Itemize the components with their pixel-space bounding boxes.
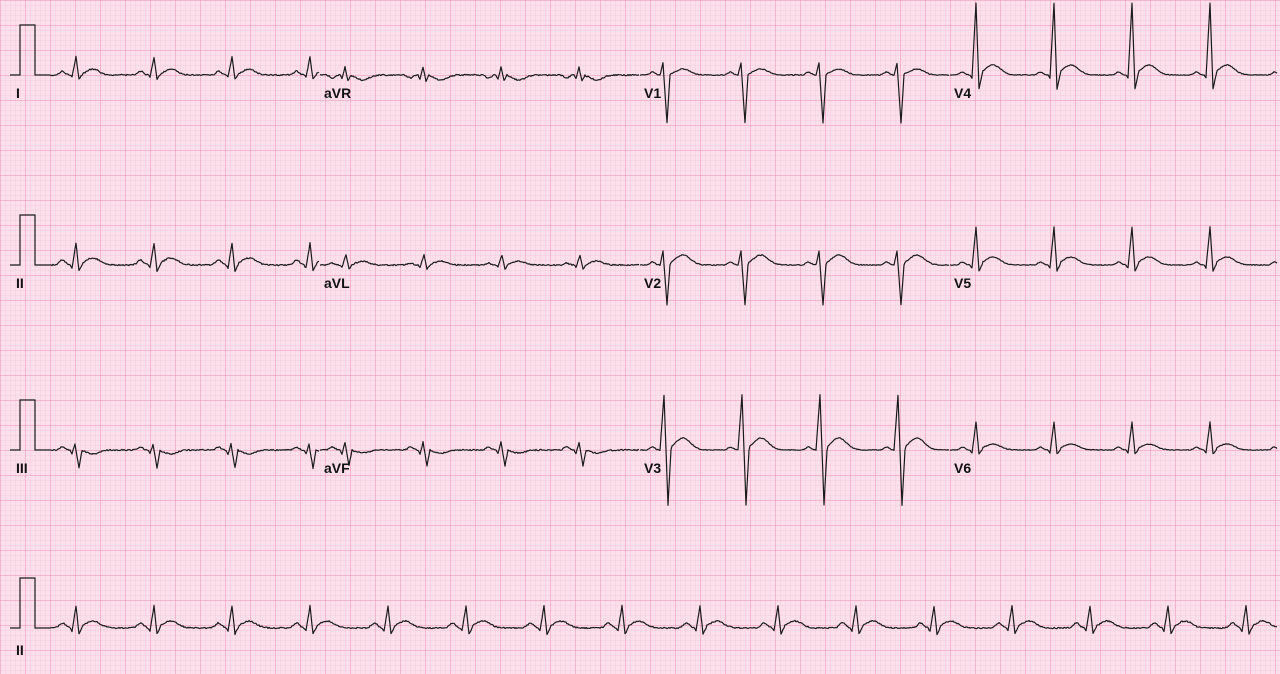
ecg-svg: IaVR V1 V4 II aVL V2 V5 III aVF V3 V6 II: [0, 0, 1280, 674]
lead-label-II: II: [16, 642, 24, 658]
lead-label-V1: V1: [644, 85, 661, 101]
lead-label-aVL: aVL: [324, 275, 350, 291]
lead-label-III: III: [16, 460, 28, 476]
lead-label-II: II: [16, 275, 24, 291]
lead-label-V5: V5: [954, 275, 971, 291]
lead-label-V6: V6: [954, 460, 971, 476]
lead-label-V4: V4: [954, 85, 971, 101]
lead-label-V2: V2: [644, 275, 661, 291]
lead-label-I: I: [16, 85, 20, 101]
lead-label-aVR: aVR: [324, 85, 351, 101]
ecg-grid: [0, 0, 1280, 674]
ecg-chart: IaVR V1 V4 II aVL V2 V5 III aVF V3 V6 II: [0, 0, 1280, 674]
lead-label-V3: V3: [644, 460, 661, 476]
lead-label-aVF: aVF: [324, 460, 350, 476]
